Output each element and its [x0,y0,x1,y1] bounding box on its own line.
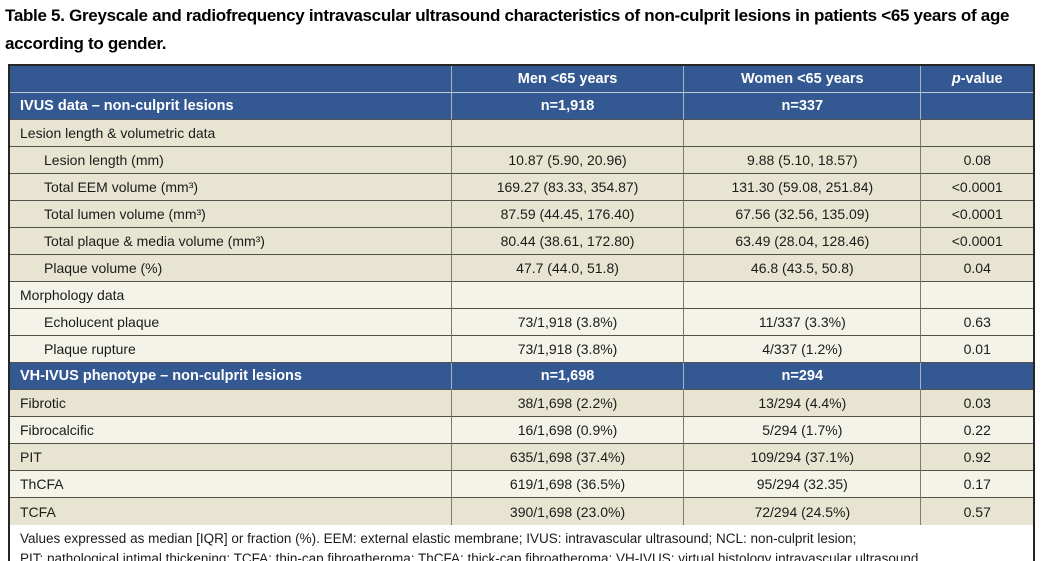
p-value-cell: 0.08 [921,147,1033,174]
row-label: Morphology data [10,282,452,309]
section-label: VH-IVUS phenotype – non-culprit lesions [10,363,452,390]
row-label: ThCFA [10,471,452,498]
men-value-cell: 73/1,918 (3.8%) [451,336,685,363]
section-n-men: n=1,918 [451,93,685,120]
women-value-cell: 109/294 (37.1%) [684,444,922,471]
women-value-cell: 67.56 (32.56, 135.09) [684,201,922,228]
row-label: Plaque rupture [10,336,452,363]
row-label: Fibrotic [10,390,452,417]
table-row: Total EEM volume (mm³) 169.27 (83.33, 35… [10,174,1033,201]
table-row: Fibrotic 38/1,698 (2.2%) 13/294 (4.4%) 0… [10,390,1033,417]
men-value-cell: 80.44 (38.61, 172.80) [451,228,685,255]
women-value-cell: 13/294 (4.4%) [684,390,922,417]
p-value-cell: <0.0001 [921,201,1033,228]
p-value-cell: <0.0001 [921,174,1033,201]
men-value-cell: 38/1,698 (2.2%) [451,390,685,417]
column-header-empty [10,66,452,93]
section-p-empty [921,363,1033,390]
row-label: Total EEM volume (mm³) [10,174,452,201]
ivus-characteristics-table: Men <65 years Women <65 years p-value IV… [10,66,1033,561]
row-label: Total plaque & media volume (mm³) [10,228,452,255]
p-value-cell [921,120,1033,147]
p-value-cell [921,282,1033,309]
section-label: IVUS data – non-culprit lesions [10,93,452,120]
men-value-cell: 16/1,698 (0.9%) [451,417,685,444]
women-value-cell: 95/294 (32.35) [684,471,922,498]
row-label: PIT [10,444,452,471]
section-header-row: IVUS data – non-culprit lesions n=1,918 … [10,93,1033,120]
men-value-cell [451,282,685,309]
section-header-row: VH-IVUS phenotype – non-culprit lesions … [10,363,1033,390]
table-footnote: Values expressed as median [IQR] or frac… [10,525,1033,561]
women-value-cell: 5/294 (1.7%) [684,417,922,444]
women-value-cell: 131.30 (59.08, 251.84) [684,174,922,201]
men-value-cell: 47.7 (44.0, 51.8) [451,255,685,282]
women-value-cell: 4/337 (1.2%) [684,336,922,363]
table-row: ThCFA 619/1,698 (36.5%) 95/294 (32.35) 0… [10,471,1033,498]
women-value-cell: 11/337 (3.3%) [684,309,922,336]
men-value-cell: 169.27 (83.33, 354.87) [451,174,685,201]
p-value-cell: 0.01 [921,336,1033,363]
women-value-cell: 63.49 (28.04, 128.46) [684,228,922,255]
women-value-cell [684,120,922,147]
section-n-women: n=294 [684,363,922,390]
footnote-line: Values expressed as median [IQR] or frac… [20,531,857,546]
p-value-suffix: -value [960,71,1003,87]
women-value-cell: 9.88 (5.10, 18.57) [684,147,922,174]
table-row: Lesion length & volumetric data [10,120,1033,147]
row-label: Total lumen volume (mm³) [10,201,452,228]
women-value-cell: 72/294 (24.5%) [684,498,922,525]
women-value-cell [684,282,922,309]
men-value-cell [451,120,685,147]
section-n-men: n=1,698 [451,363,685,390]
table-row: Total plaque & media volume (mm³) 80.44 … [10,228,1033,255]
p-value-cell: 0.04 [921,255,1033,282]
column-header-women: Women <65 years [684,66,922,93]
table-row: Fibrocalcific 16/1,698 (0.9%) 5/294 (1.7… [10,417,1033,444]
table-row: PIT 635/1,698 (37.4%) 109/294 (37.1%) 0.… [10,444,1033,471]
table-row: Plaque rupture 73/1,918 (3.8%) 4/337 (1.… [10,336,1033,363]
men-value-cell: 619/1,698 (36.5%) [451,471,685,498]
column-header-men: Men <65 years [451,66,685,93]
p-value-cell: 0.17 [921,471,1033,498]
table-row: Plaque volume (%) 47.7 (44.0, 51.8) 46.8… [10,255,1033,282]
table-row: Echolucent plaque 73/1,918 (3.8%) 11/337… [10,309,1033,336]
women-value-cell: 46.8 (43.5, 50.8) [684,255,922,282]
table-title: Table 5. Greyscale and radiofrequency in… [5,6,1010,53]
p-value-cell: 0.92 [921,444,1033,471]
column-header-pvalue: p-value [921,66,1033,93]
row-label: Echolucent plaque [10,309,452,336]
table-border-frame: Men <65 years Women <65 years p-value IV… [8,64,1035,561]
footnote-row: Values expressed as median [IQR] or frac… [10,525,1033,561]
table-row: TCFA 390/1,698 (23.0%) 72/294 (24.5%) 0.… [10,498,1033,525]
row-label: Lesion length (mm) [10,147,452,174]
row-label: Lesion length & volumetric data [10,120,452,147]
men-value-cell: 87.59 (44.45, 176.40) [451,201,685,228]
p-value-cell: 0.03 [921,390,1033,417]
p-value-cell: 0.57 [921,498,1033,525]
p-value-cell: 0.63 [921,309,1033,336]
men-value-cell: 390/1,698 (23.0%) [451,498,685,525]
table-row: Lesion length (mm) 10.87 (5.90, 20.96) 9… [10,147,1033,174]
p-italic-letter: p [951,71,961,87]
men-value-cell: 10.87 (5.90, 20.96) [451,147,685,174]
row-label: Plaque volume (%) [10,255,452,282]
table-body: IVUS data – non-culprit lesions n=1,918 … [10,93,1033,525]
table-row: Total lumen volume (mm³) 87.59 (44.45, 1… [10,201,1033,228]
p-value-cell: 0.22 [921,417,1033,444]
p-value-cell: <0.0001 [921,228,1033,255]
footnote-lines: Values expressed as median [IQR] or frac… [20,529,1023,561]
section-n-women: n=337 [684,93,922,120]
men-value-cell: 73/1,918 (3.8%) [451,309,685,336]
row-label: Fibrocalcific [10,417,452,444]
footnote-line: PIT: pathological intimal thickening; TC… [20,550,919,561]
table-row: Morphology data [10,282,1033,309]
row-label: TCFA [10,498,452,525]
column-header-row: Men <65 years Women <65 years p-value [10,66,1033,93]
men-value-cell: 635/1,698 (37.4%) [451,444,685,471]
section-p-empty [921,93,1033,120]
